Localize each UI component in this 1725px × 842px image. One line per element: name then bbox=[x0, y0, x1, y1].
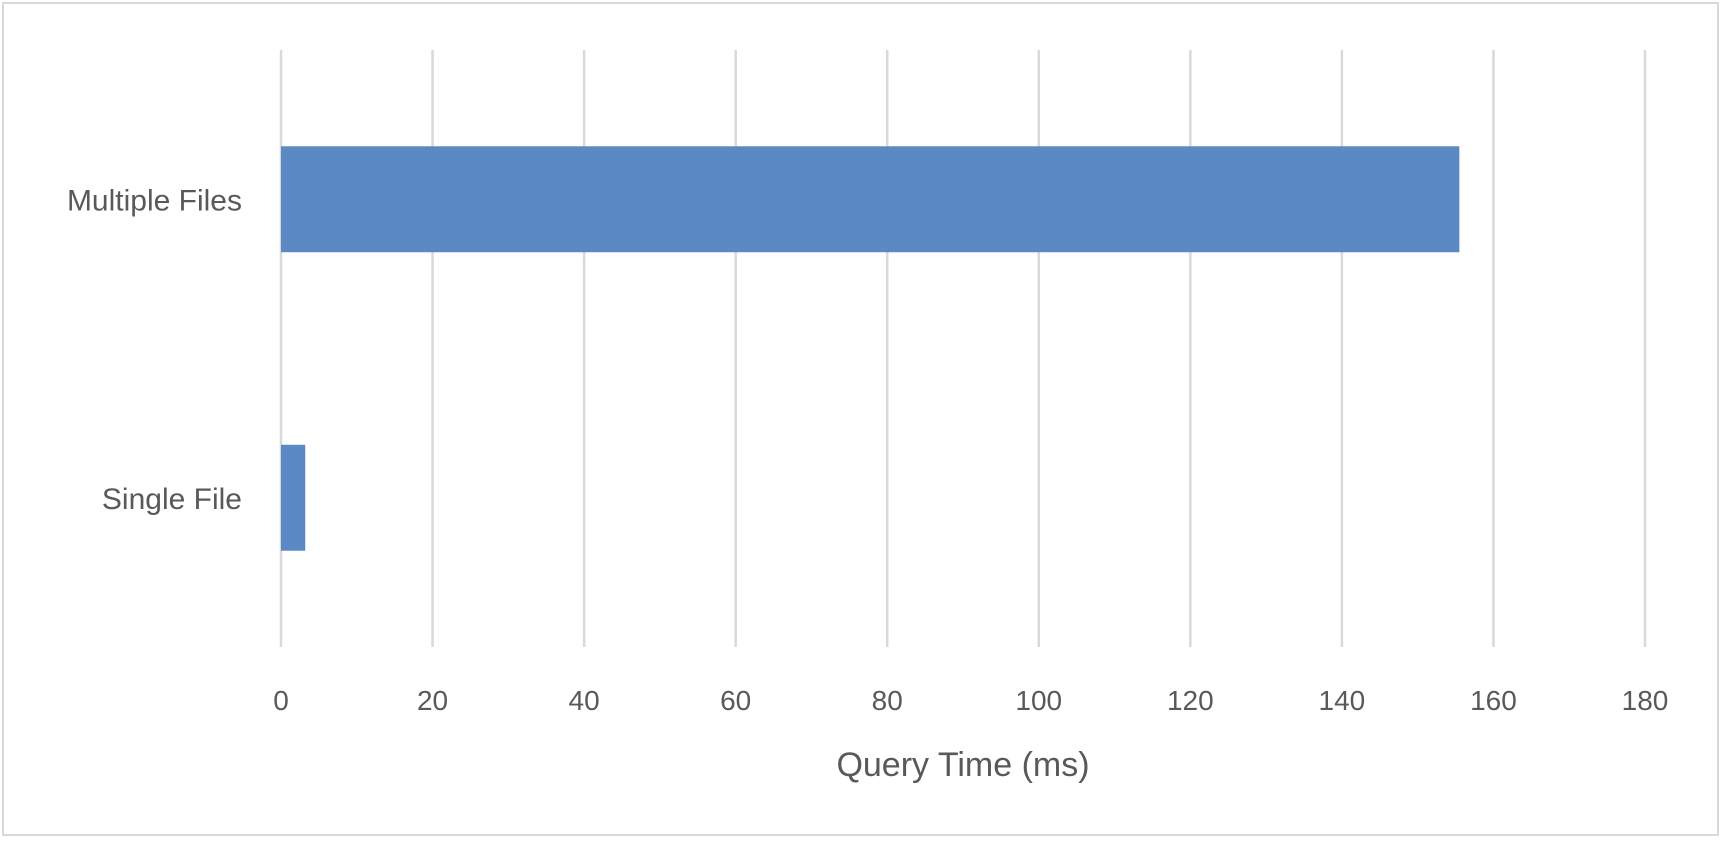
bar-single-file bbox=[281, 444, 306, 551]
bars bbox=[281, 146, 1460, 551]
x-tick-label: 140 bbox=[1319, 685, 1366, 716]
x-tick-label: 100 bbox=[1015, 685, 1062, 716]
gridlines bbox=[279, 50, 1647, 647]
x-tick-label: 60 bbox=[720, 685, 751, 716]
category-label: Single File bbox=[102, 483, 242, 516]
x-tick-label: 80 bbox=[872, 685, 903, 716]
bar-multiple-files bbox=[281, 146, 1460, 253]
category-label: Multiple Files bbox=[67, 184, 242, 217]
x-tick-label: 120 bbox=[1167, 685, 1214, 716]
x-axis-title: Query Time (ms) bbox=[836, 746, 1089, 784]
category-labels: Multiple Files Single File bbox=[67, 184, 242, 516]
x-tick-labels: 0 20 40 60 80 100 120 140 160 180 bbox=[273, 685, 1668, 716]
x-tick-label: 20 bbox=[417, 685, 448, 716]
x-tick-label: 180 bbox=[1622, 685, 1669, 716]
x-tick-label: 0 bbox=[273, 685, 289, 716]
x-tick-label: 40 bbox=[569, 685, 600, 716]
x-tick-label: 160 bbox=[1470, 685, 1517, 716]
